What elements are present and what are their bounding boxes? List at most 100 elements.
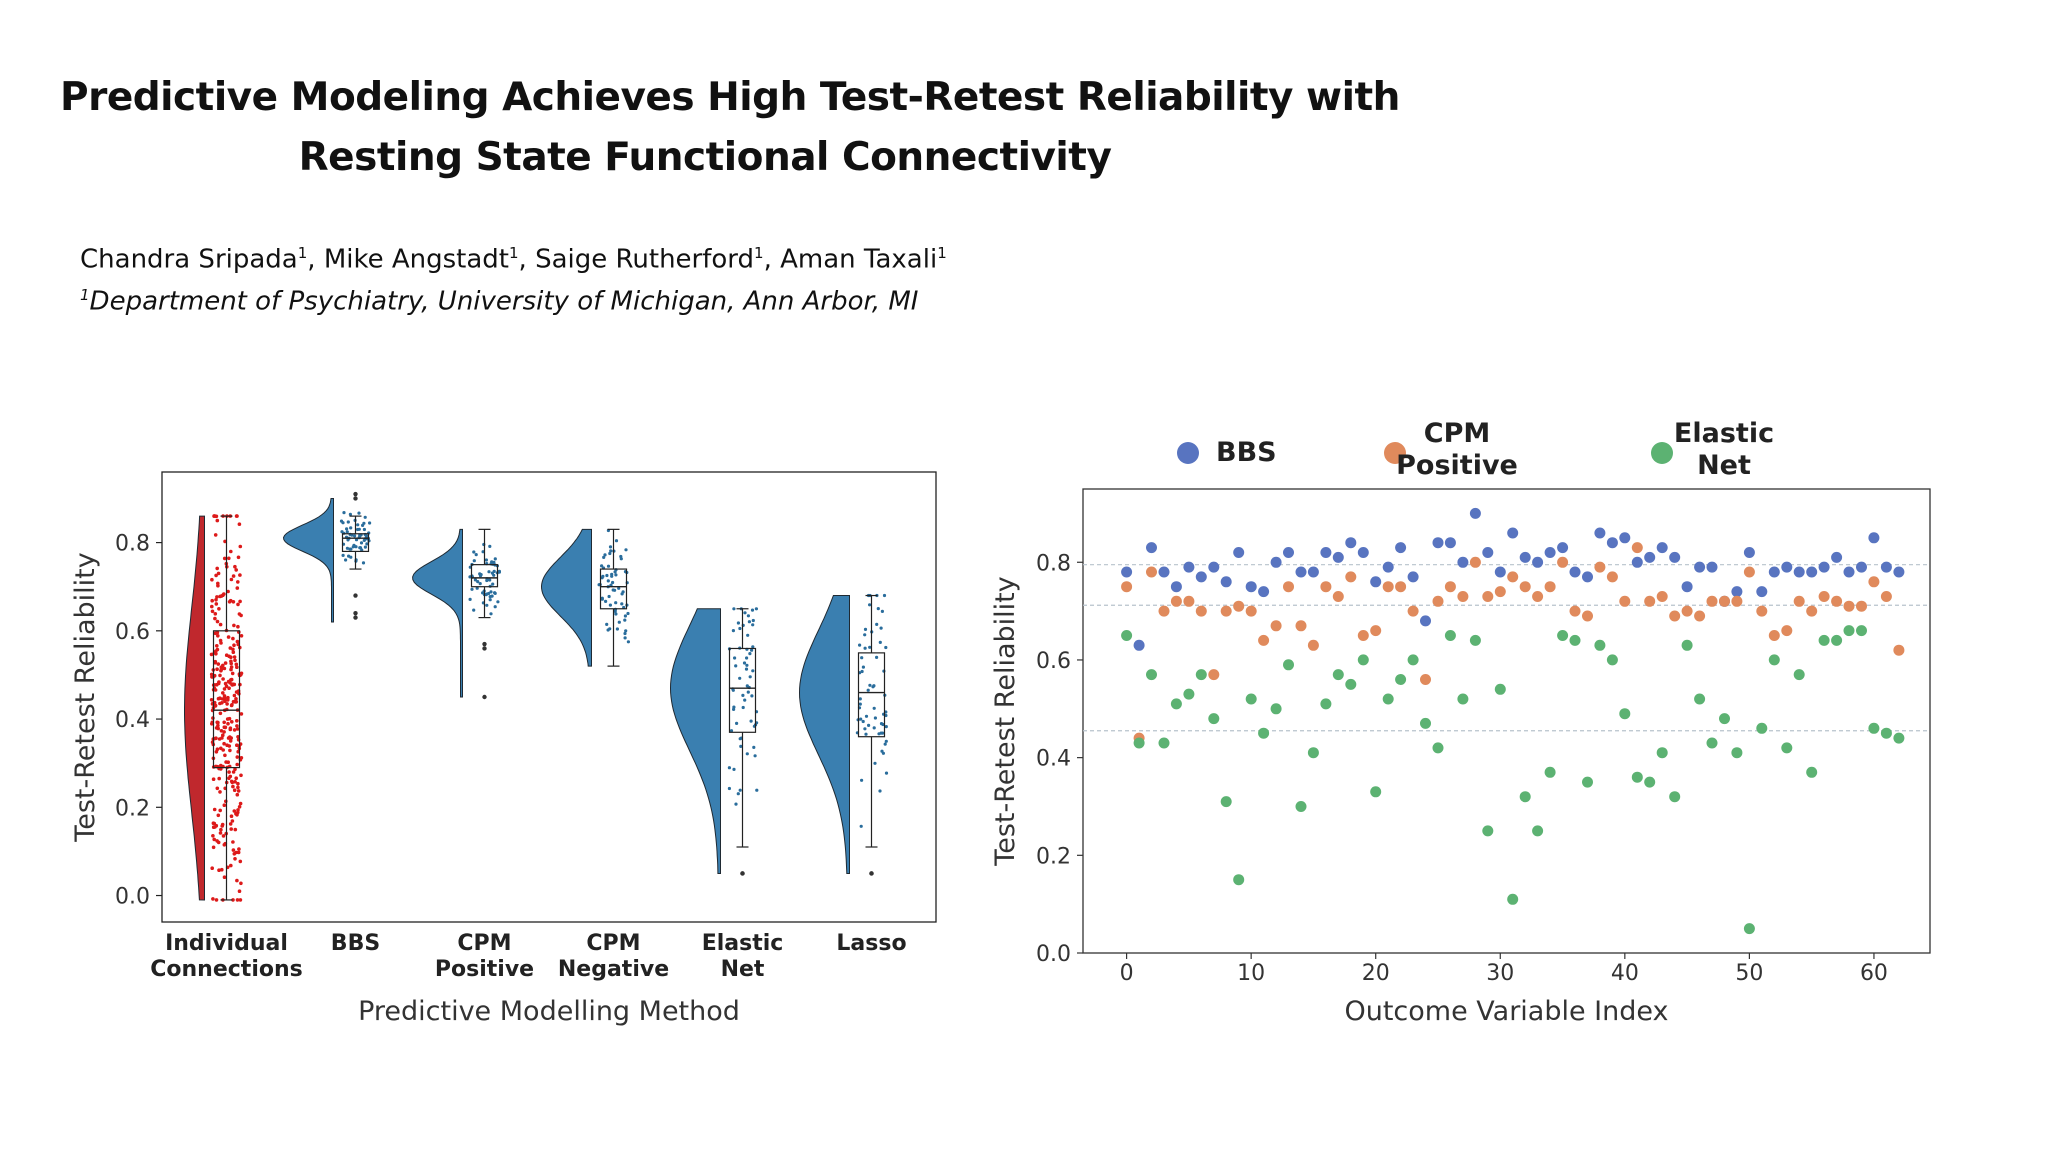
data-point bbox=[614, 601, 618, 605]
data-point bbox=[1395, 674, 1407, 685]
data-point bbox=[238, 573, 242, 577]
x-category-label: Net bbox=[721, 957, 765, 982]
data-point bbox=[237, 805, 242, 809]
data-point bbox=[235, 724, 239, 728]
x-tick-label: 30 bbox=[1486, 961, 1514, 986]
data-point bbox=[608, 603, 613, 607]
data-point bbox=[1195, 669, 1207, 681]
data-point bbox=[222, 875, 227, 879]
raincloud-chart: 0.0 0.2 0.4 0.6 0.8 Test-Retest Reliability Pr… bbox=[70, 471, 937, 1027]
data-point bbox=[232, 788, 237, 792]
data-point bbox=[487, 570, 491, 574]
data-point bbox=[751, 645, 755, 649]
data-point bbox=[1532, 825, 1544, 837]
data-point bbox=[1669, 551, 1681, 563]
data-point bbox=[605, 622, 609, 626]
data-point bbox=[470, 587, 474, 591]
x-category-label: Lasso bbox=[836, 931, 906, 956]
data-point bbox=[468, 575, 472, 579]
outlier bbox=[353, 491, 358, 497]
outlier bbox=[869, 871, 874, 876]
outlier bbox=[353, 593, 358, 598]
data-point bbox=[605, 573, 609, 578]
data-point bbox=[1183, 561, 1195, 573]
data-point bbox=[349, 547, 353, 551]
data-point bbox=[215, 786, 220, 791]
data-point bbox=[747, 620, 752, 624]
data-point bbox=[1806, 766, 1818, 778]
data-point bbox=[1432, 537, 1444, 549]
data-point bbox=[215, 839, 219, 843]
data-point bbox=[231, 840, 235, 844]
data-point bbox=[235, 586, 240, 590]
data-point bbox=[1569, 566, 1581, 578]
x-category-label: Elastic bbox=[702, 931, 784, 956]
data-point bbox=[1818, 634, 1830, 646]
data-point bbox=[226, 635, 231, 639]
data-point bbox=[1258, 727, 1270, 739]
data-point bbox=[741, 705, 745, 710]
data-point bbox=[229, 661, 233, 666]
data-point bbox=[860, 656, 864, 660]
data-point bbox=[1631, 556, 1643, 568]
author-affiliation-mark: 1 bbox=[509, 244, 519, 262]
data-point bbox=[617, 620, 621, 624]
data-point bbox=[752, 745, 756, 749]
data-point bbox=[1432, 595, 1444, 607]
data-point bbox=[610, 572, 614, 576]
data-point bbox=[212, 821, 217, 826]
data-point bbox=[1183, 595, 1195, 607]
y-tick-label: 0.0 bbox=[115, 885, 150, 910]
y-tick-label: 0.6 bbox=[115, 620, 150, 645]
data-point bbox=[1706, 561, 1718, 573]
data-point bbox=[226, 589, 230, 594]
data-point bbox=[735, 721, 739, 725]
data-point bbox=[233, 658, 237, 663]
data-point bbox=[221, 748, 225, 752]
data-point bbox=[231, 650, 236, 654]
data-point bbox=[232, 623, 236, 628]
data-point bbox=[1432, 742, 1444, 754]
data-point bbox=[236, 789, 241, 793]
data-point bbox=[1482, 591, 1494, 602]
data-point bbox=[1719, 713, 1730, 725]
data-point bbox=[222, 730, 226, 734]
data-point bbox=[743, 611, 747, 615]
data-point bbox=[858, 697, 862, 701]
data-point bbox=[1619, 595, 1631, 607]
data-point bbox=[1731, 586, 1743, 598]
violin bbox=[184, 515, 205, 901]
data-point bbox=[603, 553, 607, 557]
data-point bbox=[734, 664, 738, 668]
data-point bbox=[474, 553, 478, 557]
data-point bbox=[219, 667, 224, 672]
data-point bbox=[1781, 561, 1793, 573]
violin bbox=[669, 608, 721, 875]
x-axis-label: Predictive Modelling Method bbox=[358, 996, 740, 1027]
data-point bbox=[237, 889, 242, 893]
data-point bbox=[216, 634, 220, 638]
data-point bbox=[473, 578, 477, 582]
outlier bbox=[353, 615, 358, 620]
data-point bbox=[1220, 576, 1232, 588]
data-point bbox=[1469, 634, 1481, 646]
data-point bbox=[468, 597, 472, 601]
data-point bbox=[858, 643, 862, 647]
data-point bbox=[234, 662, 239, 667]
data-point bbox=[1295, 620, 1307, 632]
data-point bbox=[738, 676, 742, 680]
data-point bbox=[357, 527, 361, 531]
data-point bbox=[859, 824, 863, 828]
data-point bbox=[1245, 605, 1257, 617]
data-point bbox=[1170, 595, 1182, 607]
data-point bbox=[218, 711, 223, 716]
data-point bbox=[237, 847, 241, 851]
data-point bbox=[233, 564, 237, 569]
data-point bbox=[868, 603, 872, 607]
data-point bbox=[1357, 547, 1369, 558]
data-point bbox=[1831, 595, 1843, 607]
data-point bbox=[230, 819, 235, 823]
data-point bbox=[1407, 654, 1419, 666]
data-point bbox=[485, 578, 489, 583]
data-point bbox=[221, 677, 225, 681]
